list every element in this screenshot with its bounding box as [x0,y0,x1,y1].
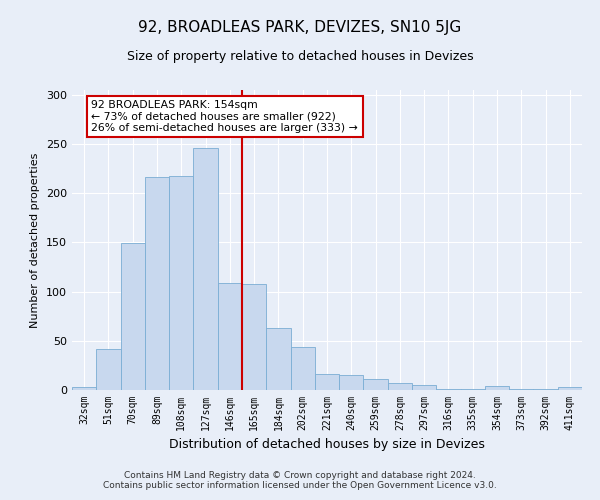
Bar [558,387,582,390]
Bar [436,389,461,390]
Bar [509,389,533,390]
X-axis label: Distribution of detached houses by size in Devizes: Distribution of detached houses by size … [169,438,485,452]
Bar [485,386,509,390]
Text: 92, BROADLEAS PARK, DEVIZES, SN10 5JG: 92, BROADLEAS PARK, DEVIZES, SN10 5JG [139,20,461,35]
Bar [266,328,290,390]
Bar [72,387,96,390]
Bar [193,148,218,390]
Bar [218,283,242,390]
Text: Contains HM Land Registry data © Crown copyright and database right 2024.
Contai: Contains HM Land Registry data © Crown c… [103,470,497,490]
Bar [242,284,266,390]
Bar [412,385,436,390]
Text: Size of property relative to detached houses in Devizes: Size of property relative to detached ho… [127,50,473,63]
Bar [290,346,315,390]
Bar [169,176,193,390]
Bar [533,389,558,390]
Bar [315,374,339,390]
Bar [339,375,364,390]
Bar [96,348,121,390]
Text: 92 BROADLEAS PARK: 154sqm
← 73% of detached houses are smaller (922)
26% of semi: 92 BROADLEAS PARK: 154sqm ← 73% of detac… [91,100,358,133]
Bar [388,383,412,390]
Bar [121,244,145,390]
Bar [364,379,388,390]
Bar [145,176,169,390]
Bar [461,389,485,390]
Y-axis label: Number of detached properties: Number of detached properties [31,152,40,328]
